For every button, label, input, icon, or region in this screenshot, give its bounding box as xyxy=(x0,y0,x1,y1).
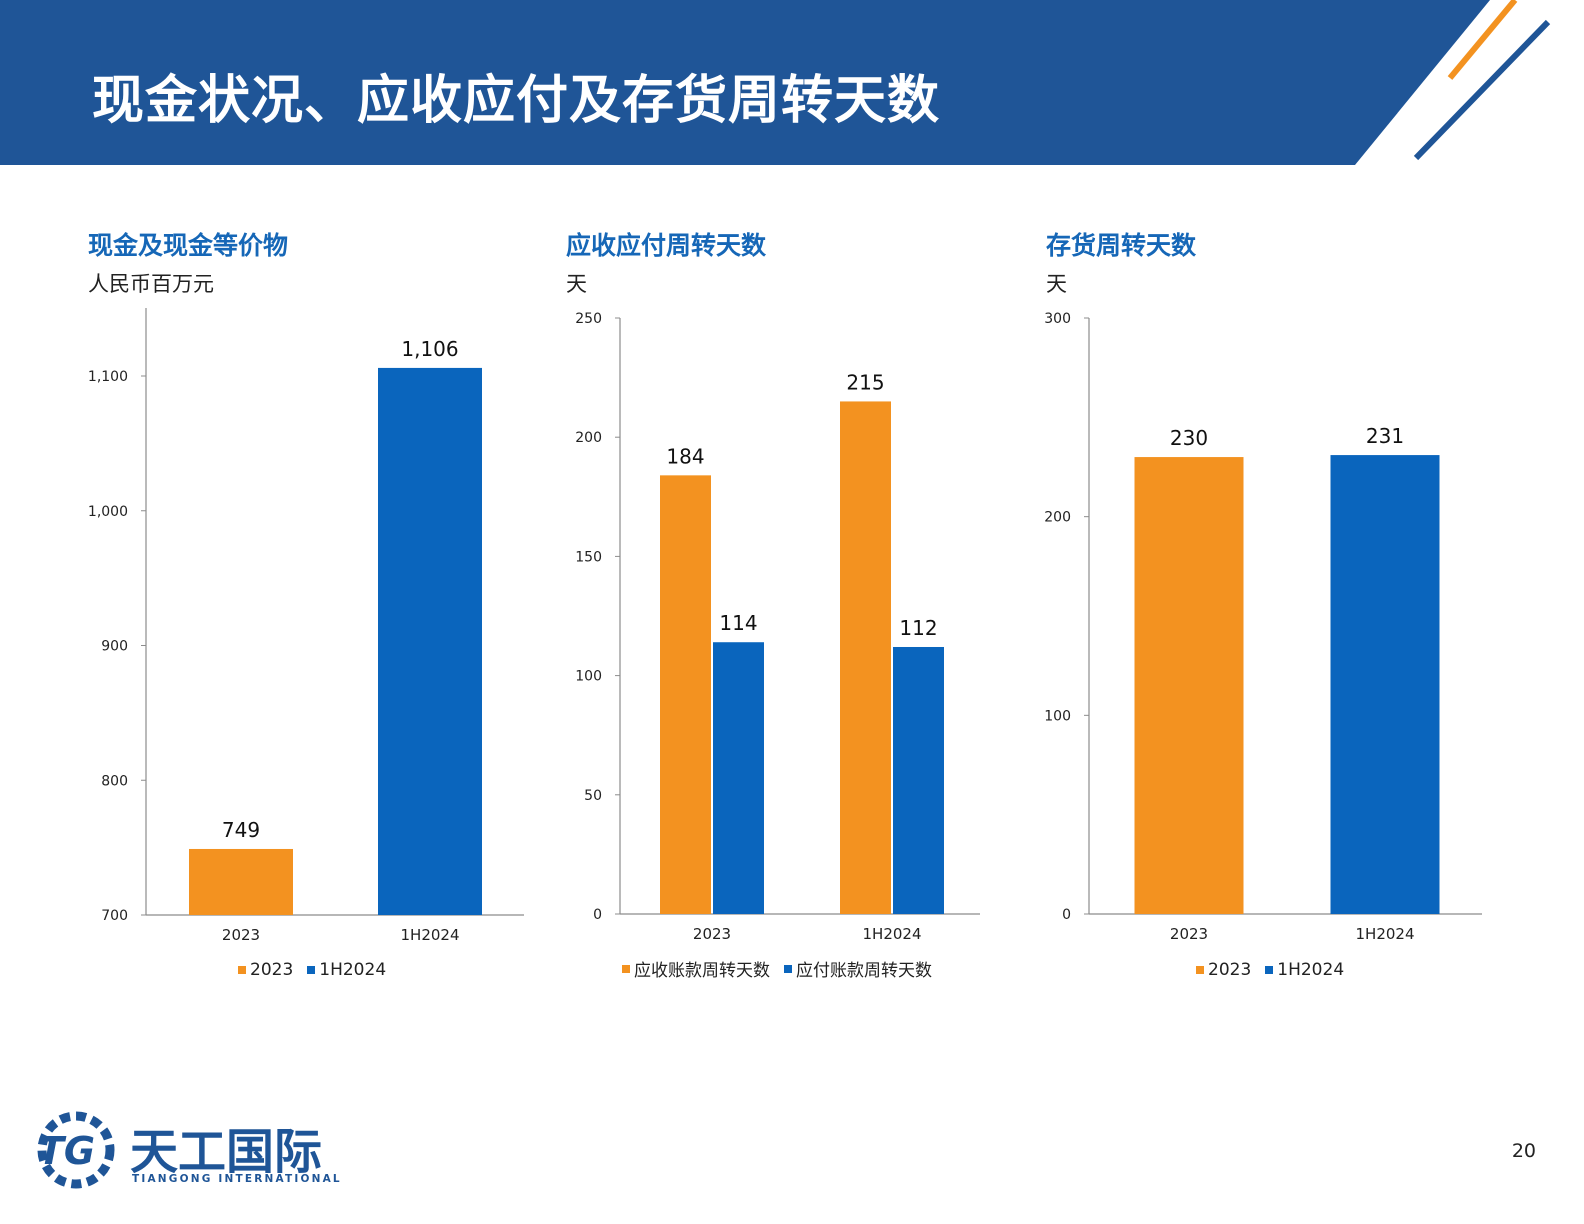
bar xyxy=(378,367,482,915)
chart-1-title: 现金及现金等价物 xyxy=(88,231,289,260)
data-label: 215 xyxy=(846,370,884,394)
legend-label: 应付账款周转天数 xyxy=(796,961,932,981)
legend-swatch-blue xyxy=(307,966,316,974)
legend-swatch-orange xyxy=(1196,966,1204,974)
chart-1-legend: 2023 1H2024 xyxy=(238,960,386,980)
legend-item-2023: 2023 xyxy=(1196,960,1251,980)
y-tick-label: 50 xyxy=(584,788,602,804)
data-label: 231 xyxy=(1366,424,1404,448)
legend-item-payable: 应付账款周转天数 xyxy=(784,956,932,981)
y-tick-label: 100 xyxy=(575,669,602,685)
gear-icon xyxy=(37,1111,115,1189)
legend-item-1h2024: 1H2024 xyxy=(307,960,386,980)
header-blue-stripe xyxy=(1413,19,1551,161)
chart-1-unit: 人民币百万元 xyxy=(88,272,214,296)
data-label: 114 xyxy=(719,611,757,635)
header-blue-band xyxy=(0,0,1490,165)
legend-label: 2023 xyxy=(1208,960,1252,980)
bar xyxy=(189,848,293,915)
legend-label: 1H2024 xyxy=(319,960,387,980)
data-label: 1,106 xyxy=(401,337,458,361)
bar xyxy=(840,401,891,914)
legend-swatch-orange xyxy=(238,966,246,974)
y-tick-label: 1,000 xyxy=(88,504,128,520)
data-label: 112 xyxy=(899,616,937,640)
chart-3-legend: 2023 1H2024 xyxy=(1196,960,1344,980)
y-tick-label: 100 xyxy=(1044,708,1071,724)
y-tick-label: 800 xyxy=(101,773,128,789)
y-tick-label: 200 xyxy=(575,430,602,446)
chart-3-title: 存货周转天数 xyxy=(1046,231,1197,260)
chart-2-legend: 应收账款周转天数 应付账款周转天数 xyxy=(622,956,932,981)
bar xyxy=(660,475,711,914)
bar xyxy=(1134,457,1244,914)
legend-item-receivable: 应收账款周转天数 xyxy=(622,956,770,981)
x-tick-label: 2023 xyxy=(222,926,260,944)
logo-mark: TG xyxy=(38,1129,95,1173)
x-tick-label: 1H2024 xyxy=(401,926,460,944)
header-banner: 现金状况、应收应付及存货周转天数 xyxy=(0,0,1584,165)
legend-swatch-blue xyxy=(784,964,792,973)
legend-label: 应收账款周转天数 xyxy=(634,961,770,981)
header-background xyxy=(0,0,1551,165)
legend-label: 2023 xyxy=(250,960,294,980)
x-tick-label: 1H2024 xyxy=(1356,925,1415,943)
x-tick-label: 1H2024 xyxy=(863,925,922,943)
legend-swatch-orange xyxy=(622,964,630,973)
data-label: 749 xyxy=(222,818,260,842)
logo-chinese-name: 天工国际 xyxy=(130,1124,322,1180)
y-tick-label: 200 xyxy=(1044,510,1071,526)
y-tick-label: 0 xyxy=(593,907,602,923)
chart-2-unit: 天 xyxy=(566,272,587,296)
chart-3-unit: 天 xyxy=(1046,272,1067,296)
bar xyxy=(713,642,764,914)
y-tick-label: 300 xyxy=(1044,311,1071,327)
company-logo: TG 天工国际 TIANGONG INTERNATIONAL xyxy=(37,1111,342,1189)
y-tick-label: 250 xyxy=(575,311,602,327)
chart-2-title: 应收应付周转天数 xyxy=(566,231,767,260)
legend-item-2023: 2023 xyxy=(238,960,293,980)
page-number: 20 xyxy=(1511,1140,1536,1162)
logo-english-name: TIANGONG INTERNATIONAL xyxy=(132,1173,342,1185)
y-tick-label: 900 xyxy=(101,639,128,655)
legend-swatch-blue xyxy=(1265,966,1274,974)
legend-label: 1H2024 xyxy=(1277,960,1345,980)
bar xyxy=(893,646,944,914)
y-tick-label: 700 xyxy=(101,908,128,924)
x-tick-label: 2023 xyxy=(1170,925,1208,943)
y-tick-label: 0 xyxy=(1062,907,1071,923)
y-tick-label: 1,100 xyxy=(88,369,128,385)
page-title: 现金状况、应收应付及存货周转天数 xyxy=(92,71,941,131)
data-label: 230 xyxy=(1170,426,1208,450)
y-tick-label: 150 xyxy=(575,549,602,565)
legend-item-1h2024: 1H2024 xyxy=(1265,960,1344,980)
data-label: 184 xyxy=(666,444,704,468)
header-orange-stripe xyxy=(1447,0,1518,80)
bar xyxy=(1330,455,1440,914)
x-tick-label: 2023 xyxy=(693,925,731,943)
